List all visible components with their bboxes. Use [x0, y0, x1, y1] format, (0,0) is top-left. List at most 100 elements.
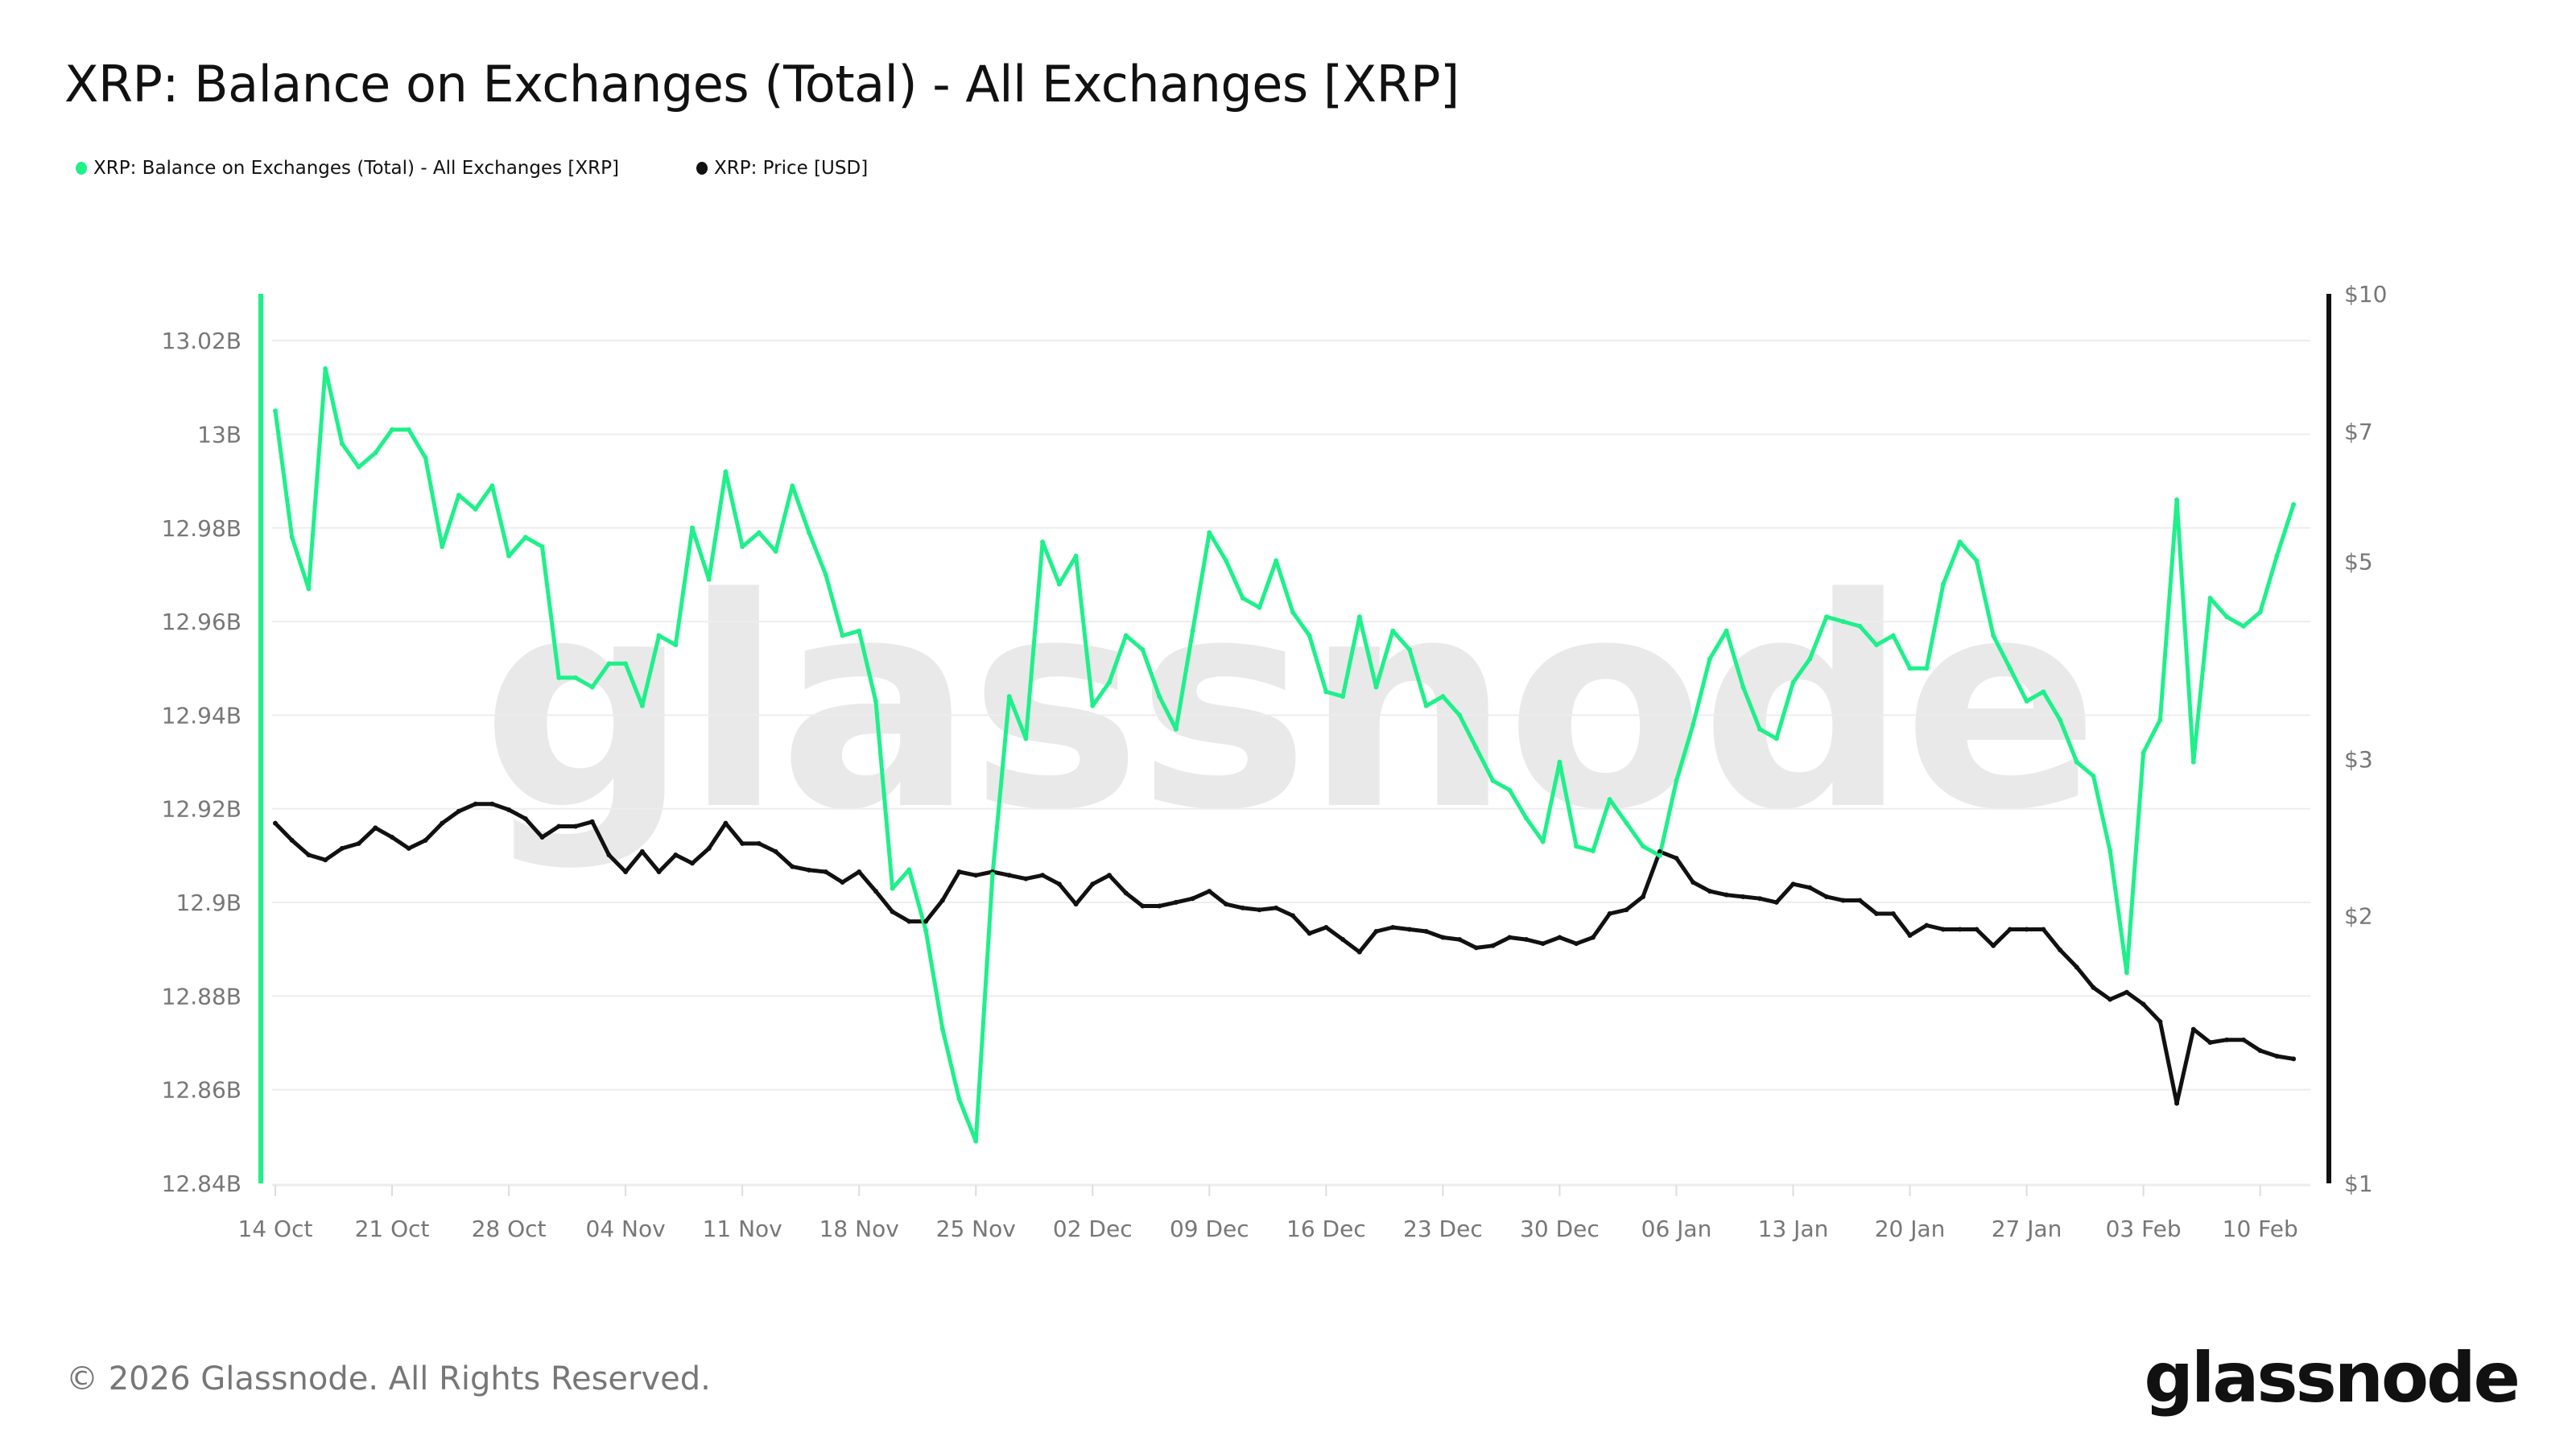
price-point [2074, 964, 2079, 970]
x-axis-tick-label: 10 Feb [2223, 1216, 2298, 1242]
balance-point [1490, 778, 1496, 783]
balance-point [1406, 647, 1412, 652]
data-points [273, 366, 2297, 1144]
x-axis-tick-label: 30 Dec [1520, 1216, 1600, 1242]
balance-point [1340, 694, 1346, 700]
price-point [873, 889, 878, 894]
balance-point [1107, 679, 1112, 685]
balance-point [1874, 642, 1880, 648]
balance-point [1274, 558, 1279, 564]
balance-point [906, 867, 912, 873]
x-axis-tick-label: 11 Nov [703, 1216, 782, 1242]
balance-point [790, 483, 795, 489]
balance-point [306, 586, 312, 592]
balance-point [807, 530, 812, 535]
balance-point [1991, 633, 1996, 638]
balance-point [1524, 815, 1529, 821]
right-axis-tick-label: $2 [2344, 902, 2373, 929]
balance-point [1224, 558, 1229, 564]
x-axis-tick-label: 09 Dec [1170, 1216, 1249, 1242]
balance-point [2207, 596, 2213, 601]
legend-item-price[interactable]: XRP: Price [USD] [696, 158, 868, 179]
price-point [2091, 985, 2096, 990]
left-axis-tick-label: 12.96B [162, 609, 242, 635]
right-axis-tick-label: $7 [2344, 419, 2373, 445]
price-point [456, 808, 461, 814]
x-axis-tick-label: 02 Dec [1053, 1216, 1133, 1242]
price-point [2058, 947, 2063, 952]
x-axis-tick-label: 13 Jan [1758, 1216, 1829, 1242]
price-point [1140, 903, 1146, 909]
balance-point [1423, 703, 1429, 708]
price-point [923, 919, 929, 924]
balance-point [606, 661, 612, 667]
left-axis-tick-label: 12.92B [162, 796, 242, 823]
price-point [1173, 899, 1179, 905]
price-point [1624, 907, 1629, 913]
price-point [2007, 927, 2013, 932]
x-axis-ticks: 14 Oct 21 Oct 28 Oct 04 Nov 11 Nov 18 Nov 25 N… [238, 1185, 2298, 1242]
balance-point [289, 535, 295, 540]
left-axis-tick-label: 12.9B [175, 890, 242, 916]
balance-point [1356, 614, 1362, 620]
price-point [1040, 873, 1046, 878]
balance-point [756, 530, 762, 535]
legend-dot-balance-icon [76, 162, 87, 175]
balance-point [1590, 848, 1596, 854]
price-point [522, 816, 528, 822]
x-axis-tick-label: 03 Feb [2106, 1216, 2182, 1242]
x-axis-tick-label: 18 Nov [819, 1216, 899, 1242]
price-point [857, 869, 862, 874]
legend: XRP: Balance on Exchanges (Total) - All … [76, 158, 868, 179]
balance-point [2058, 717, 2063, 723]
balance-point [273, 408, 278, 414]
price-point [1490, 943, 1496, 948]
balance-point [506, 553, 512, 559]
price-point [1790, 881, 1796, 887]
balance-point [406, 427, 411, 432]
x-axis-tick-label: 04 Nov [586, 1216, 666, 1242]
price-point [2224, 1037, 2230, 1042]
price-point [1657, 848, 1662, 854]
left-axis-tick-label: 13B [197, 421, 242, 448]
left-axis-tick-label: 12.84B [162, 1170, 242, 1197]
balance-point [1974, 558, 1979, 564]
balance-point [1140, 647, 1146, 652]
right-axis-tick-label: $1 [2344, 1170, 2373, 1197]
balance-point [1707, 656, 1712, 662]
balance-point [1073, 553, 1079, 559]
legend-item-balance[interactable]: XRP: Balance on Exchanges (Total) - All … [76, 158, 619, 179]
balance-point [1457, 712, 1463, 718]
balance-point [2157, 717, 2163, 723]
balance-point [923, 927, 929, 933]
price-point [2124, 989, 2129, 995]
price-point [1874, 910, 1880, 916]
balance-point [2140, 749, 2146, 755]
balance-point [1957, 539, 1963, 545]
balance-point [2257, 609, 2263, 615]
balance-point [1807, 656, 1813, 662]
price-point [1807, 885, 1813, 890]
price-point [2257, 1048, 2263, 1054]
price-point [1857, 898, 1863, 903]
balance-point [2124, 970, 2129, 976]
balance-point [1090, 703, 1096, 708]
price-point [1924, 923, 1930, 928]
balance-point [1823, 614, 1829, 620]
price-point [1006, 873, 1012, 878]
balance-point [2190, 759, 2196, 765]
price-point [1440, 935, 1446, 940]
glassnode-logo[interactable]: glassnode [2144, 1338, 2520, 1418]
balance-point [1307, 633, 1312, 638]
balance-point [1674, 778, 1679, 783]
chart-title: XRP: Balance on Exchanges (Total) - All … [64, 55, 1459, 114]
price-point [506, 807, 512, 812]
price-point [1724, 892, 1729, 898]
price-point [2291, 1056, 2297, 1062]
price-point [2107, 997, 2113, 1002]
price-point [1340, 937, 1346, 943]
price-point [306, 852, 312, 858]
balance-point [1373, 684, 1379, 690]
price-point [706, 845, 712, 851]
